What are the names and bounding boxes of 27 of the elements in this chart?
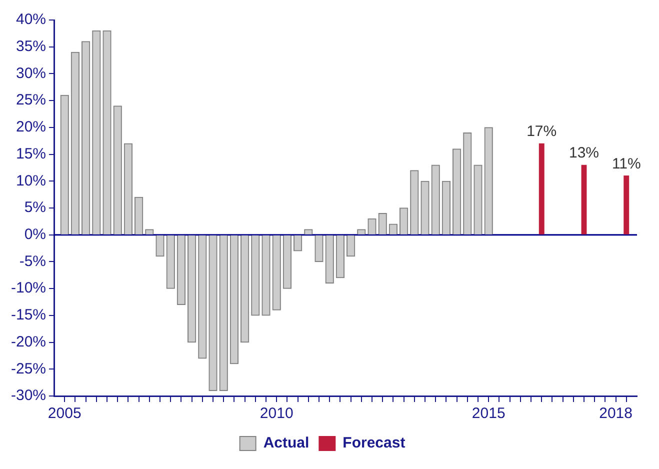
x-tick-label: 2015 [472, 405, 506, 422]
data-label: 13% [568, 144, 600, 162]
y-tick-label: 15% [16, 145, 46, 162]
y-tick-label: -10% [10, 280, 46, 297]
y-tick-label: -15% [10, 306, 46, 324]
x-tick-label: 2018 [599, 405, 632, 422]
y-tick-label: 35% [16, 38, 46, 55]
x-tick-label: 2010 [260, 405, 294, 422]
y-tick-label: 20% [16, 118, 46, 136]
data-label: 17% [526, 123, 557, 140]
y-tick-label: 5% [24, 199, 46, 216]
y-tick-label: 30% [16, 64, 46, 82]
y-tick-label: -5% [19, 252, 46, 270]
y-tick-label: 10% [16, 172, 46, 190]
y-tick-label: -20% [10, 333, 46, 350]
bar [624, 175, 630, 234]
y-tick-label: -25% [10, 360, 46, 378]
x-tick-label: 2005 [48, 405, 82, 422]
bar [538, 143, 544, 234]
bar [581, 164, 587, 234]
legend-label: Forecast [342, 434, 406, 452]
y-tick-label: 0% [24, 226, 46, 243]
data-label: 11% [612, 155, 641, 172]
y-tick-label: 40% [16, 11, 46, 28]
legend-label: Actual [263, 434, 310, 452]
y-tick-label: 25% [16, 92, 46, 109]
y-tick-label: -30% [10, 387, 46, 404]
